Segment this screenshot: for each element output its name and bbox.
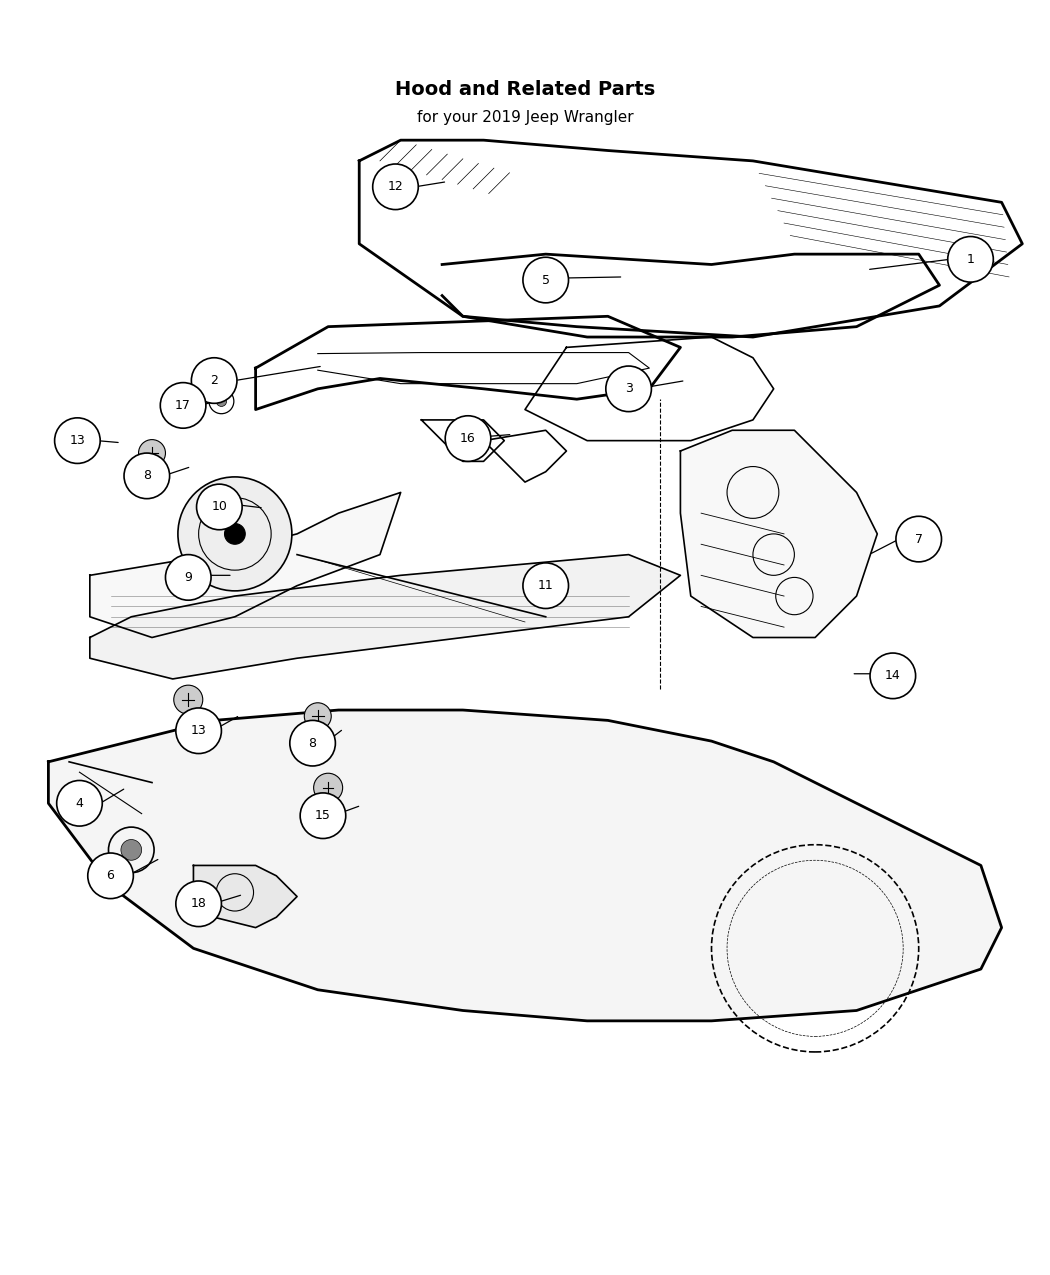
Circle shape <box>373 164 418 209</box>
Text: 3: 3 <box>625 382 632 395</box>
Text: 18: 18 <box>191 898 207 910</box>
Circle shape <box>216 397 227 407</box>
Circle shape <box>121 839 142 861</box>
Circle shape <box>870 653 916 699</box>
Text: 15: 15 <box>315 810 331 822</box>
Circle shape <box>57 780 102 826</box>
Text: 13: 13 <box>69 435 85 448</box>
Text: 2: 2 <box>210 374 218 388</box>
Circle shape <box>139 440 166 467</box>
Circle shape <box>177 477 292 590</box>
Text: 12: 12 <box>387 180 403 194</box>
Circle shape <box>896 516 942 562</box>
Circle shape <box>314 773 342 802</box>
Circle shape <box>300 793 345 839</box>
Text: 9: 9 <box>185 571 192 584</box>
Text: 14: 14 <box>885 669 901 682</box>
Circle shape <box>173 685 203 714</box>
Polygon shape <box>48 710 1002 1021</box>
Text: 8: 8 <box>143 469 151 482</box>
Text: for your 2019 Jeep Wrangler: for your 2019 Jeep Wrangler <box>417 110 633 125</box>
Text: Hood and Related Parts: Hood and Related Parts <box>395 80 655 98</box>
Circle shape <box>124 453 170 499</box>
Text: 10: 10 <box>211 501 227 514</box>
Circle shape <box>225 524 246 544</box>
Circle shape <box>523 258 568 303</box>
Circle shape <box>523 562 568 608</box>
Circle shape <box>175 881 222 927</box>
Text: 11: 11 <box>538 579 553 592</box>
Circle shape <box>290 720 335 766</box>
Circle shape <box>191 358 237 403</box>
Text: 16: 16 <box>460 432 476 445</box>
Text: 13: 13 <box>191 724 207 737</box>
Circle shape <box>196 484 243 529</box>
Text: 4: 4 <box>76 797 83 810</box>
Circle shape <box>88 853 133 899</box>
Circle shape <box>304 703 331 729</box>
Circle shape <box>55 418 100 463</box>
Polygon shape <box>90 492 401 638</box>
Circle shape <box>161 382 206 428</box>
Circle shape <box>606 366 651 412</box>
Circle shape <box>948 237 993 282</box>
Text: 6: 6 <box>107 870 114 882</box>
Text: 5: 5 <box>542 274 550 287</box>
Polygon shape <box>193 866 297 928</box>
Circle shape <box>166 555 211 601</box>
Circle shape <box>445 416 490 462</box>
Text: 1: 1 <box>967 252 974 265</box>
Polygon shape <box>90 555 680 680</box>
Circle shape <box>175 708 222 754</box>
Text: 8: 8 <box>309 737 317 750</box>
Text: 17: 17 <box>175 399 191 412</box>
Circle shape <box>453 425 474 446</box>
Polygon shape <box>680 430 878 638</box>
Text: 7: 7 <box>915 533 923 546</box>
